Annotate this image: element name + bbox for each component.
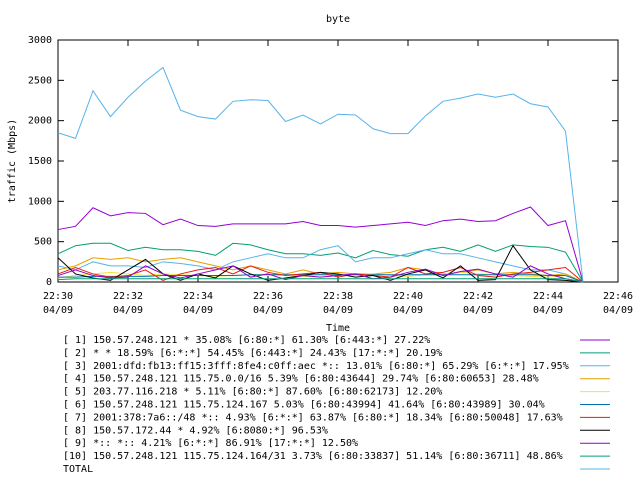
x-axis-label: Time <box>326 323 350 334</box>
x-tick-date: 04/09 <box>463 305 493 316</box>
y-tick-label: 1500 <box>28 156 52 167</box>
legend-label: [10] 150.57.248.121 115.75.124.164/31 3.… <box>63 451 563 462</box>
x-tick-label: 22:38 <box>323 291 353 302</box>
x-tick-date: 04/09 <box>533 305 563 316</box>
legend-label: TOTAL <box>63 464 93 475</box>
x-tick-date: 04/09 <box>253 305 283 316</box>
x-tick-label: 22:36 <box>253 291 283 302</box>
y-tick-label: 500 <box>34 237 52 248</box>
legend-label: [ 3] 2001:dfd:fb13:ff15:3fff:8fe4:c0ff:a… <box>63 361 569 372</box>
y-tick-label: 1000 <box>28 196 52 207</box>
legend-label: [ 1] 150.57.248.121 * 35.08% [6:80:*] 61… <box>63 335 430 346</box>
y-tick-label: 3000 <box>28 35 52 46</box>
series-line <box>57 278 584 283</box>
x-tick-label: 22:44 <box>533 291 563 302</box>
y-axis-label: traffic (Mbps) <box>7 119 18 203</box>
series-line <box>57 242 584 283</box>
x-tick-date: 04/09 <box>603 305 633 316</box>
legend-label: [ 2] * * 18.59% [6:*:*] 54.45% [6:443:*]… <box>63 348 442 359</box>
series-line <box>57 244 584 283</box>
x-tick-date: 04/09 <box>393 305 423 316</box>
series-line <box>57 245 584 283</box>
x-tick-date: 04/09 <box>113 305 143 316</box>
chart-title: byte <box>326 14 350 25</box>
series-line <box>57 206 584 283</box>
y-tick-label: 0 <box>46 277 52 288</box>
legend-label: [ 9] *:: *:: 4.21% [6:*:*] 86.91% [17:*:… <box>63 438 358 449</box>
x-tick-date: 04/09 <box>43 305 73 316</box>
x-tick-label: 22:30 <box>43 291 73 302</box>
y-tick-label: 2000 <box>28 116 52 127</box>
x-tick-label: 22:34 <box>183 291 213 302</box>
series-line <box>57 66 584 283</box>
legend-label: [ 7] 2001:378:7a6::/48 *:: 4.93% [6:*:*]… <box>63 412 563 423</box>
y-tick-label: 2500 <box>28 75 52 86</box>
legend-label: [ 8] 150.57.172.44 * 4.92% [6:8080:*] 96… <box>63 425 328 436</box>
legend-label: [ 5] 203.77.116.218 * 5.11% [6:80:*] 87.… <box>63 387 442 398</box>
x-tick-label: 22:32 <box>113 291 143 302</box>
legend-label: [ 6] 150.57.248.121 115.75.124.167 5.03%… <box>63 400 545 411</box>
series-line <box>57 265 584 283</box>
x-tick-label: 22:42 <box>463 291 493 302</box>
x-tick-label: 22:40 <box>393 291 423 302</box>
x-tick-date: 04/09 <box>183 305 213 316</box>
series-line <box>58 274 584 283</box>
legend-label: [ 4] 150.57.248.121 115.75.0.0/16 5.39% … <box>63 374 539 385</box>
x-tick-label: 22:46 <box>603 291 633 302</box>
x-tick-date: 04/09 <box>323 305 353 316</box>
